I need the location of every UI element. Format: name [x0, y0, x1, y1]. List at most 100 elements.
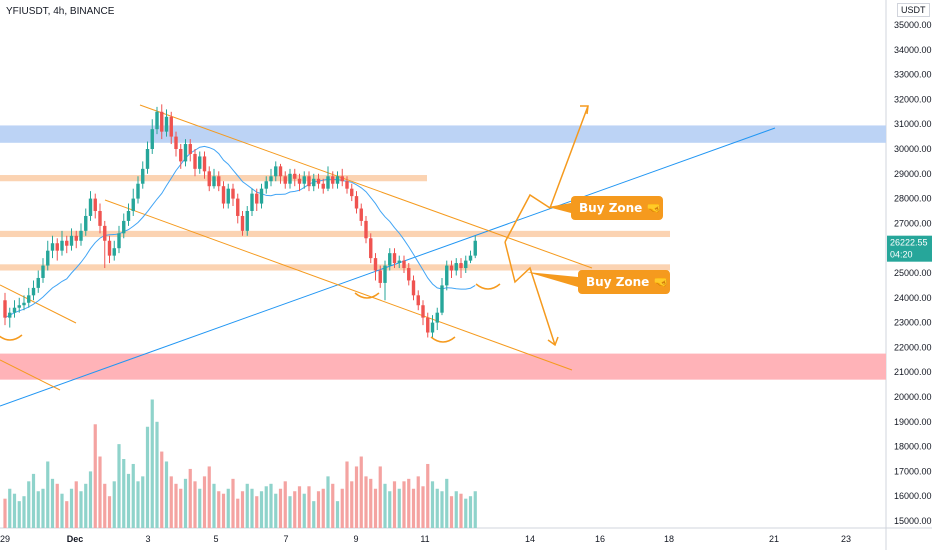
volume-bar: [274, 493, 278, 528]
channel-prev-upper: [0, 284, 77, 324]
candle-body: [321, 183, 325, 189]
candle: [269, 168, 273, 187]
candle-body: [274, 166, 278, 177]
time-tick-label: 11: [420, 534, 429, 544]
volume-bar: [50, 478, 55, 528]
candle-body: [378, 270, 382, 283]
candles: [3, 104, 477, 338]
zones: [0, 125, 886, 380]
pattern-markers: [0, 283, 501, 343]
candle: [274, 161, 278, 182]
volume-bar: [411, 488, 416, 528]
volume-bar: [136, 481, 140, 528]
candle: [202, 151, 207, 179]
price-tick-label: 29000.00: [894, 169, 932, 179]
candle-body: [112, 248, 116, 256]
candle-body: [388, 253, 392, 266]
candle-body: [46, 250, 50, 266]
candle: [155, 106, 159, 135]
candle-body: [207, 171, 211, 187]
candle-body: [264, 181, 268, 189]
price-tag-countdown: 04:20: [890, 250, 913, 260]
candle: [93, 193, 97, 219]
currency-label[interactable]: USDT: [897, 3, 930, 17]
candle-body: [12, 307, 17, 313]
candle-body: [402, 260, 406, 269]
candle: [302, 171, 306, 189]
volume-bar: [221, 493, 226, 528]
candle: [3, 292, 7, 326]
candle: [350, 183, 354, 202]
candle-body: [245, 211, 249, 231]
candle-body: [350, 188, 354, 197]
label-pointer: [548, 203, 571, 213]
candle: [335, 171, 340, 189]
volume-bar: [359, 456, 363, 528]
candle-body: [107, 240, 112, 256]
candle: [416, 290, 420, 311]
candle-body: [188, 144, 192, 154]
candle: [468, 250, 473, 264]
volume-bar: [27, 481, 31, 528]
candle: [12, 300, 17, 318]
candle: [141, 161, 145, 189]
price-tick-label: 34000.00: [894, 45, 932, 55]
candle-body: [84, 215, 88, 231]
candle: [188, 139, 192, 162]
price-tick-label: 23000.00: [894, 318, 932, 328]
candle-body: [69, 235, 74, 246]
candle: [84, 208, 88, 236]
price-tick-label: 22000.00: [894, 342, 932, 352]
volume-bar: [397, 488, 401, 528]
candle-body: [3, 300, 7, 318]
price-tag-box: [887, 235, 932, 262]
pattern-arc: [354, 292, 380, 299]
candle-body: [312, 178, 316, 187]
candle-body: [103, 225, 107, 241]
candle-body: [445, 265, 449, 286]
volume-bar: [155, 421, 159, 528]
volume-bar: [421, 486, 425, 528]
time-tick-label: 14: [525, 534, 535, 544]
price-axis-labels: 35000.00 34000.00 33000.00 32000.00 31000.00…: [894, 20, 932, 526]
price-tick-label: 20000.00: [894, 392, 932, 402]
candle-body: [364, 220, 368, 239]
volume-bar: [22, 496, 26, 528]
volume-bar: [264, 486, 268, 528]
time-tick-label: 16: [595, 534, 605, 544]
candle-body: [407, 268, 411, 281]
candle-body: [397, 260, 401, 264]
projection-up-path: [504, 105, 589, 243]
candle: [397, 255, 401, 269]
candle: [31, 280, 36, 301]
volume-bar: [378, 466, 382, 528]
arrowhead-down-icon: [547, 336, 559, 347]
candle: [430, 315, 435, 338]
candle: [316, 173, 321, 189]
candle: [112, 240, 116, 261]
candle-body: [93, 198, 97, 211]
volume-bar: [293, 491, 297, 528]
volume-bar: [255, 496, 259, 528]
candle-body: [293, 173, 297, 179]
price-tick-label: 25000.00: [894, 268, 932, 278]
candle-body: [60, 240, 64, 251]
candle-body: [212, 176, 216, 187]
buy-zone-label: Buy Zone 🤜: [527, 270, 670, 294]
volume-bar: [350, 481, 354, 528]
volume-bar: [283, 481, 287, 528]
candle: [407, 263, 411, 286]
candle: [340, 168, 344, 187]
candle: [473, 235, 477, 259]
candle-body: [269, 176, 273, 182]
candle-body: [98, 211, 102, 226]
candle: [402, 255, 406, 273]
pattern-arc: [475, 283, 501, 290]
candle: [388, 248, 392, 271]
volume-bar: [250, 488, 254, 528]
volume-bar: [3, 498, 7, 528]
candle: [27, 287, 31, 308]
candle: [179, 144, 183, 169]
volume-bar: [464, 498, 468, 528]
